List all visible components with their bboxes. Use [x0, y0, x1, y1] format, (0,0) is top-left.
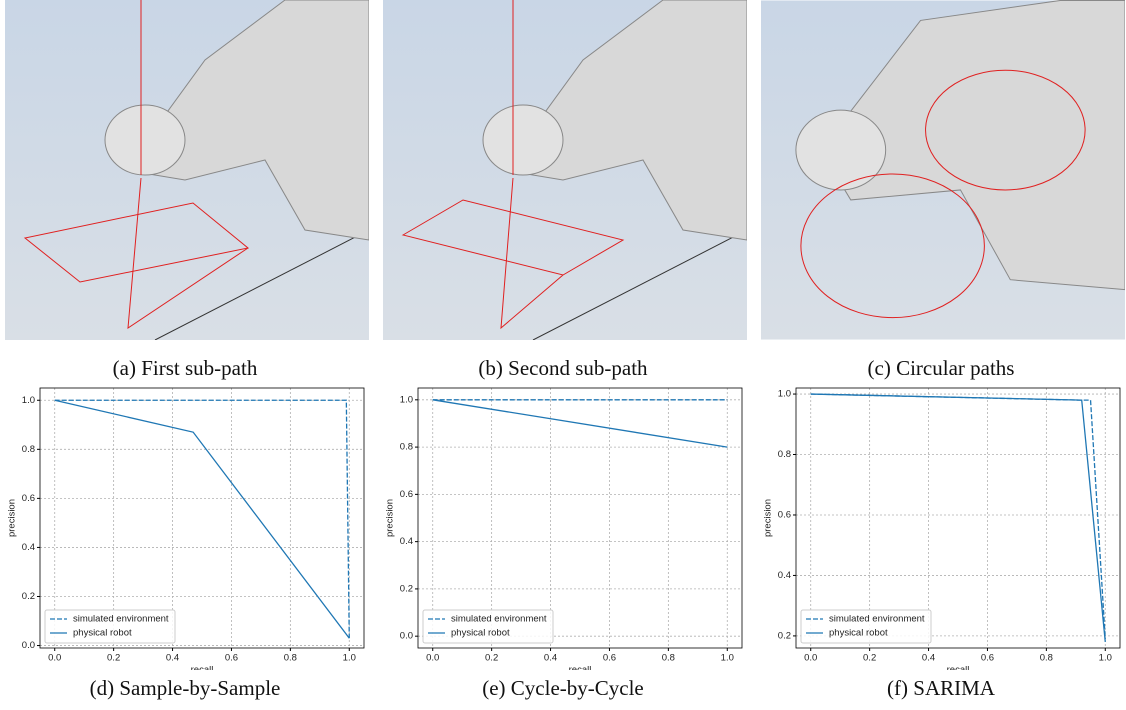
y-tick-label: 0.2 — [400, 583, 413, 594]
y-tick-label: 0.8 — [778, 449, 791, 460]
x-tick-label: 0.2 — [107, 653, 120, 664]
x-axis-label: recall — [191, 665, 214, 670]
x-tick-label: 0.6 — [225, 653, 238, 664]
x-tick-label: 0.6 — [981, 653, 994, 664]
x-tick-label: 0.8 — [1040, 653, 1053, 664]
plot-frame — [418, 388, 742, 648]
chart: 0.0 0.2 0.4 0.6 0.8 1.0 0.0 0.2 0.4 0.6 0.8 1.0 reca… — [0, 384, 372, 670]
x-tick-label: 0.8 — [662, 653, 675, 664]
robot-image — [5, 0, 369, 340]
caption: (b) Second sub-path — [378, 356, 748, 381]
x-tick-label: 0.0 — [804, 653, 817, 664]
y-tick-label: 1.0 — [22, 395, 35, 406]
x-axis-label: recall — [569, 665, 592, 670]
legend-label: simulated environment — [451, 614, 547, 625]
y-tick-label: 1.0 — [400, 394, 413, 405]
legend-label: simulated environment — [73, 614, 169, 625]
y-axis-label: precision — [763, 499, 774, 537]
x-tick-label: 0.6 — [603, 653, 616, 664]
x-tick-label: 0.2 — [863, 653, 876, 664]
y-tick-label: 0.0 — [400, 631, 413, 642]
x-tick-label: 1.0 — [1099, 653, 1112, 664]
x-tick-label: 0.4 — [544, 653, 557, 664]
x-tick-label: 1.0 — [721, 653, 734, 664]
series-line — [811, 394, 1106, 639]
plot-frame — [40, 388, 364, 648]
x-tick-label: 0.4 — [922, 653, 935, 664]
legend-label: simulated environment — [829, 614, 925, 625]
legend-label: physical robot — [451, 628, 510, 639]
caption: (f) SARIMA — [756, 676, 1126, 701]
legend-label: physical robot — [829, 628, 888, 639]
x-tick-label: 0.0 — [48, 653, 61, 664]
caption: (a) First sub-path — [0, 356, 370, 381]
x-tick-label: 0.0 — [426, 653, 439, 664]
x-tick-label: 1.0 — [343, 653, 356, 664]
y-axis-label: precision — [7, 499, 18, 537]
y-tick-label: 0.4 — [400, 536, 413, 547]
series-line — [55, 400, 350, 638]
y-axis-label: precision — [385, 499, 396, 537]
x-axis-label: recall — [947, 665, 970, 670]
chart: 0.0 0.2 0.4 0.6 0.8 1.0 0.2 0.4 0.6 0.8 1.0 recall p… — [756, 384, 1126, 670]
caption: (d) Sample-by-Sample — [0, 676, 370, 701]
series-line — [433, 400, 728, 447]
y-tick-label: 0.0 — [22, 640, 35, 651]
y-tick-label: 0.2 — [778, 630, 791, 641]
legend-label: physical robot — [73, 628, 132, 639]
y-tick-label: 1.0 — [778, 389, 791, 400]
x-tick-label: 0.2 — [485, 653, 498, 664]
caption: (c) Circular paths — [756, 356, 1126, 381]
y-tick-label: 0.8 — [400, 442, 413, 453]
x-tick-label: 0.4 — [166, 653, 179, 664]
y-tick-label: 0.6 — [22, 493, 35, 504]
y-tick-label: 0.6 — [400, 489, 413, 500]
y-tick-label: 0.4 — [22, 542, 35, 553]
caption: (e) Cycle-by-Cycle — [378, 676, 748, 701]
robot-image — [383, 0, 747, 340]
series-line — [55, 400, 350, 638]
figure: (a) First sub-path (b) Second sub-path (… — [0, 0, 1126, 710]
y-tick-label: 0.2 — [22, 591, 35, 602]
series-line — [811, 394, 1106, 642]
y-tick-label: 0.8 — [22, 444, 35, 455]
robot-image — [761, 0, 1125, 340]
plot-frame — [796, 388, 1120, 648]
y-tick-label: 0.4 — [778, 570, 791, 581]
y-tick-label: 0.6 — [778, 509, 791, 520]
chart: 0.0 0.2 0.4 0.6 0.8 1.0 0.0 0.2 0.4 0.6 0.8 1.0 reca… — [378, 384, 750, 670]
x-tick-label: 0.8 — [284, 653, 297, 664]
